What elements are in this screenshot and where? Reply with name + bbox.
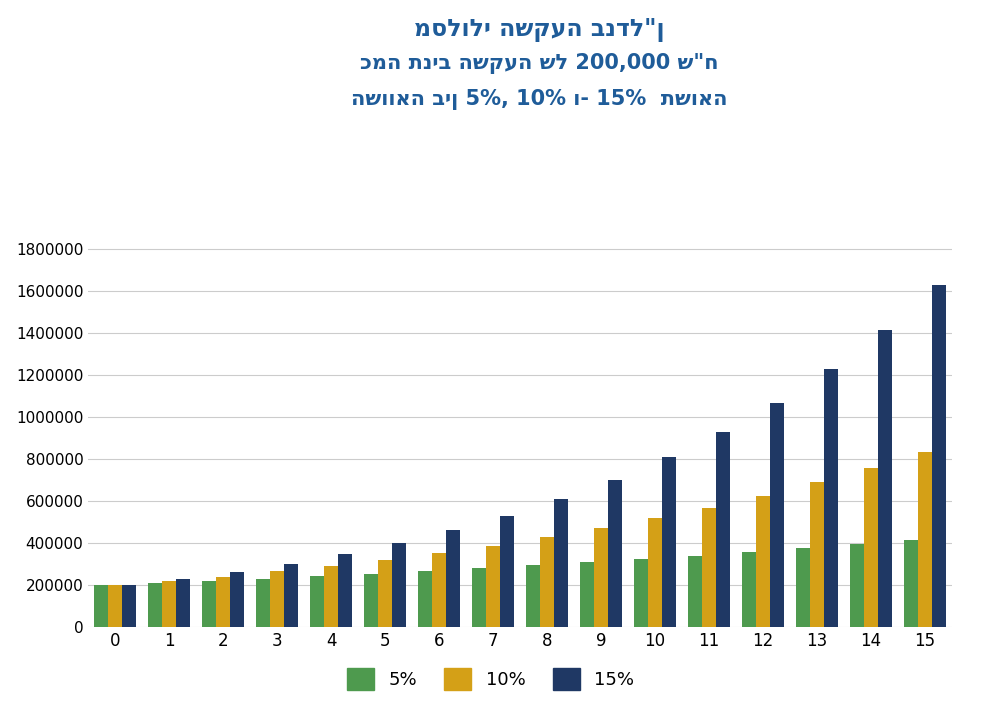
Bar xyxy=(716,432,730,627)
Bar xyxy=(594,528,608,627)
Bar xyxy=(418,571,432,627)
Bar xyxy=(662,458,676,627)
Bar xyxy=(446,530,460,627)
Bar xyxy=(647,518,662,627)
Bar xyxy=(338,554,352,627)
Bar xyxy=(688,555,701,627)
Bar xyxy=(824,369,838,627)
Bar xyxy=(809,482,824,627)
Bar xyxy=(540,538,554,627)
Bar xyxy=(634,559,647,627)
Bar xyxy=(850,544,863,627)
Bar xyxy=(202,581,216,627)
Text: מסלולי השקעה בנדל"ן: מסלולי השקעה בנדל"ן xyxy=(414,18,665,42)
Bar xyxy=(270,572,284,627)
Bar xyxy=(526,565,540,627)
Bar xyxy=(878,330,892,627)
Bar xyxy=(472,568,486,627)
Bar xyxy=(123,585,136,627)
Bar xyxy=(932,285,946,627)
Bar xyxy=(324,566,338,627)
Bar xyxy=(392,543,406,627)
Bar xyxy=(701,508,716,627)
Bar xyxy=(432,553,446,627)
Bar xyxy=(177,579,190,627)
Bar xyxy=(580,563,594,627)
Bar xyxy=(162,581,177,627)
Bar xyxy=(554,499,568,627)
Bar xyxy=(770,403,784,627)
Bar xyxy=(904,540,917,627)
Bar xyxy=(863,468,878,627)
Bar xyxy=(284,563,298,627)
Bar xyxy=(378,560,392,627)
Bar xyxy=(148,583,162,627)
Bar xyxy=(216,577,231,627)
Legend: 5%, 10%, 15%: 5%, 10%, 15% xyxy=(339,660,642,697)
Bar xyxy=(742,552,755,627)
Bar xyxy=(755,496,770,627)
Bar xyxy=(231,572,244,627)
Bar xyxy=(108,585,123,627)
Bar xyxy=(796,548,809,627)
Bar xyxy=(364,574,378,627)
Bar xyxy=(486,545,500,627)
Bar xyxy=(256,579,270,627)
Bar xyxy=(608,480,622,627)
Bar xyxy=(310,576,324,627)
Text: השוואה בין 5%, 10% ו- 15%  תשואה: השוואה בין 5%, 10% ו- 15% תשואה xyxy=(351,89,728,110)
Bar xyxy=(500,515,514,627)
Bar xyxy=(917,452,932,627)
Bar xyxy=(94,585,108,627)
Text: כמה תניב השקעה של 200,000 ש"ח: כמה תניב השקעה של 200,000 ש"ח xyxy=(360,53,719,74)
